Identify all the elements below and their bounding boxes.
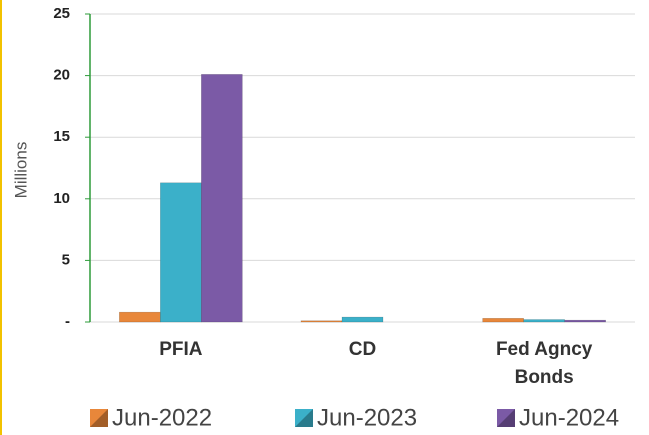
bar xyxy=(523,319,565,323)
y-axis-label: Millions xyxy=(11,142,30,199)
x-tick-label: CD xyxy=(348,339,377,360)
legend-swatch-shade xyxy=(497,409,515,427)
y-tick-label: 5 xyxy=(62,251,70,268)
bar xyxy=(160,182,202,323)
x-tick-label: PFIA xyxy=(159,339,203,360)
y-tick-label: - xyxy=(65,313,70,330)
y-tick-label: 25 xyxy=(53,5,70,22)
legend-swatch-shade xyxy=(90,409,108,427)
legend-label: Jun-2023 xyxy=(317,404,417,431)
bar xyxy=(482,318,524,323)
legend-swatch xyxy=(497,409,515,427)
legend-swatch xyxy=(90,409,108,427)
bar xyxy=(119,311,161,323)
x-tick-label: Fed Agncy Bonds xyxy=(495,339,593,388)
bar xyxy=(564,319,606,323)
bar xyxy=(341,316,384,323)
legend-swatch-shade xyxy=(295,409,313,427)
y-tick-label: 15 xyxy=(53,128,70,145)
bar xyxy=(201,74,243,323)
legend-label: Jun-2024 xyxy=(519,404,619,431)
legend-swatch xyxy=(295,409,313,427)
y-tick-label: 20 xyxy=(53,67,70,84)
legend-label: Jun-2022 xyxy=(112,404,212,431)
bar xyxy=(300,320,343,323)
y-tick-label: 10 xyxy=(53,190,70,207)
